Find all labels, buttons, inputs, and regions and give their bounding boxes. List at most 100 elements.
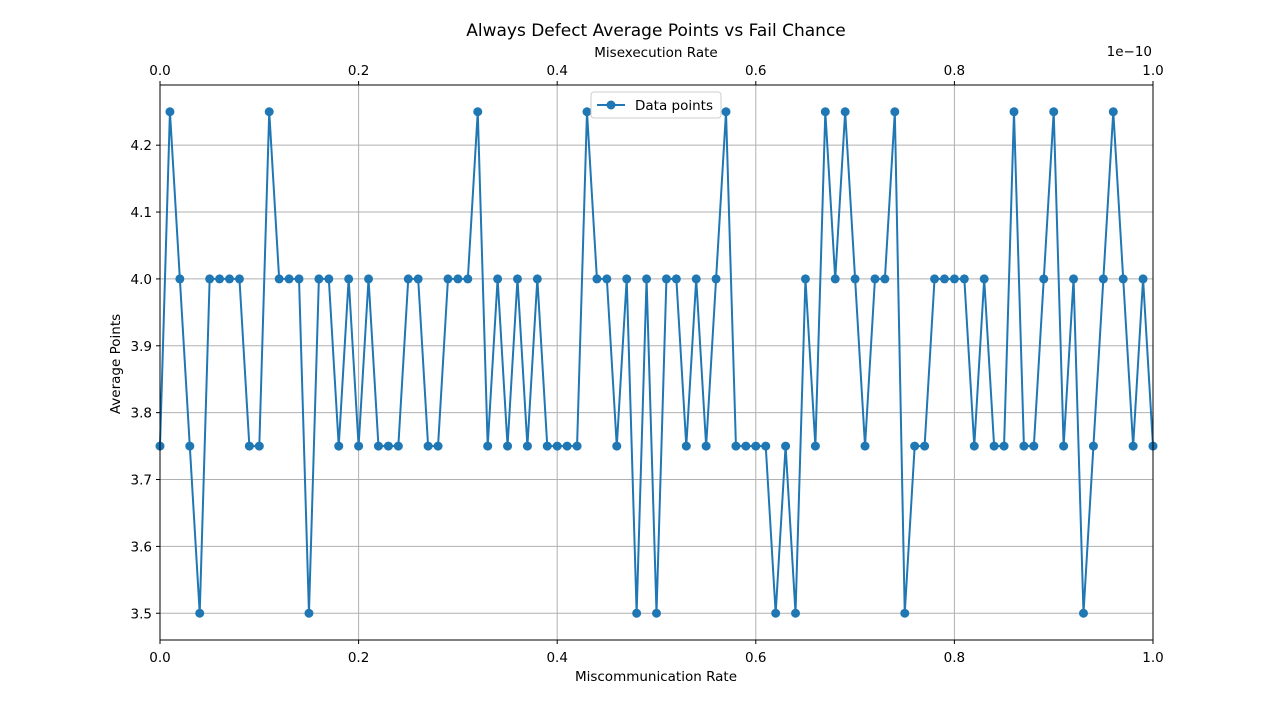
data-point-marker xyxy=(195,608,205,618)
y-tick-label: 3.8 xyxy=(131,406,152,422)
x-tick-label: 0.0 xyxy=(149,650,170,666)
data-point-marker xyxy=(1009,107,1019,117)
data-point-marker xyxy=(860,441,870,451)
data-point-marker xyxy=(691,274,701,284)
data-point-marker xyxy=(1078,608,1088,618)
x-tick-label: 0.2 xyxy=(348,650,369,666)
data-point-marker xyxy=(681,441,691,451)
y-tick-label: 4.0 xyxy=(131,272,152,288)
data-point-marker xyxy=(403,274,413,284)
y-tick-label: 3.9 xyxy=(131,339,152,355)
data-point-marker xyxy=(225,274,235,284)
data-point-marker xyxy=(344,274,354,284)
data-point-marker xyxy=(820,107,830,117)
data-point-marker xyxy=(552,441,562,451)
series-line xyxy=(159,110,1154,615)
data-point-marker xyxy=(244,441,254,451)
data-point-marker xyxy=(503,441,513,451)
data-point-marker xyxy=(632,608,642,618)
x-tick-label: 0.8 xyxy=(944,650,965,666)
data-point-marker xyxy=(761,441,771,451)
top-x-tick-label: 0.0 xyxy=(149,63,170,79)
data-point-marker xyxy=(274,274,284,284)
data-point-marker xyxy=(215,274,225,284)
data-point-marker xyxy=(433,441,443,451)
legend: Data points xyxy=(590,91,722,119)
data-point-marker xyxy=(383,441,393,451)
data-point-marker xyxy=(791,608,801,618)
data-point-marker xyxy=(1049,107,1059,117)
plot-frame xyxy=(159,84,1154,641)
top-x-tick-label: 0.8 xyxy=(944,63,965,79)
data-point-marker xyxy=(205,274,215,284)
grid xyxy=(159,85,1154,640)
data-point-marker xyxy=(562,441,572,451)
data-point-marker xyxy=(1088,441,1098,451)
data-point-marker xyxy=(731,441,741,451)
legend-marker-swatch xyxy=(606,100,616,110)
y-tick-label: 4.2 xyxy=(131,138,152,154)
data-point-marker xyxy=(532,274,542,284)
data-point-marker xyxy=(890,107,900,117)
y-axis-label: Average Points xyxy=(108,314,124,414)
data-point-marker xyxy=(880,274,890,284)
data-point-marker xyxy=(572,441,582,451)
data-point-marker xyxy=(771,608,781,618)
data-point-marker xyxy=(542,441,552,451)
chart-title: Always Defect Average Points vs Fail Cha… xyxy=(466,21,846,41)
data-point-marker xyxy=(254,441,264,451)
x-axis-label: Miscommunication Rate xyxy=(575,669,737,685)
data-point-marker xyxy=(165,107,175,117)
data-point-marker xyxy=(652,608,661,618)
data-point-marker xyxy=(354,441,364,451)
y-tick-label: 3.5 xyxy=(131,606,152,622)
data-point-marker xyxy=(781,441,791,451)
series-layer xyxy=(155,107,1158,618)
data-point-marker xyxy=(810,441,820,451)
axes: 0.0 0.2 0.4 0.6 0.8 1.0 0.0 0.2 0.4 0.6 0.8 1.0 3.5 3… xyxy=(131,63,1164,666)
data-point-marker xyxy=(1128,441,1138,451)
data-point-marker xyxy=(304,608,314,618)
data-point-marker xyxy=(473,107,483,117)
y-tick-label: 4.1 xyxy=(131,205,152,221)
top-x-tick-label: 0.2 xyxy=(348,63,369,79)
data-point-marker xyxy=(373,441,383,451)
data-point-marker xyxy=(512,274,522,284)
data-point-marker xyxy=(592,274,602,284)
data-point-marker xyxy=(483,441,493,451)
data-point-marker xyxy=(294,274,304,284)
data-point-marker xyxy=(920,441,930,451)
data-point-marker xyxy=(413,274,423,284)
data-point-marker xyxy=(443,274,453,284)
data-point-marker xyxy=(900,608,910,618)
data-point-marker xyxy=(671,274,681,284)
data-point-marker xyxy=(751,441,761,451)
data-point-marker xyxy=(522,441,532,451)
x-tick-label: 0.6 xyxy=(745,650,766,666)
data-point-marker xyxy=(185,441,195,451)
legend-label: Data points xyxy=(635,98,713,114)
data-point-marker xyxy=(393,441,403,451)
data-point-marker xyxy=(493,274,503,284)
data-point-marker xyxy=(979,274,989,284)
data-point-marker xyxy=(1039,274,1049,284)
data-point-marker xyxy=(1098,274,1108,284)
data-point-marker xyxy=(721,107,731,117)
data-point-marker xyxy=(1118,274,1128,284)
data-point-marker xyxy=(969,441,979,451)
data-point-marker xyxy=(711,274,721,284)
top-x-tick-label: 0.6 xyxy=(745,63,766,79)
data-point-marker xyxy=(850,274,860,284)
data-point-marker xyxy=(999,441,1009,451)
data-point-marker xyxy=(959,274,969,284)
data-point-marker xyxy=(642,274,652,284)
data-point-marker xyxy=(1029,441,1039,451)
data-point-marker xyxy=(175,274,185,284)
x-tick-label: 0.4 xyxy=(546,650,567,666)
top-axis-offset-text: 1e−10 xyxy=(1107,44,1152,60)
data-point-marker xyxy=(612,441,622,451)
data-point-marker xyxy=(701,441,711,451)
data-point-marker xyxy=(453,274,463,284)
